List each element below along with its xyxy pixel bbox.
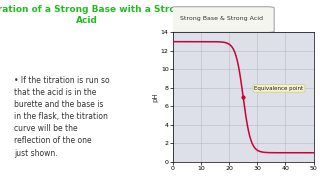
FancyBboxPatch shape	[169, 7, 274, 32]
Text: Titration of a Strong Base with a Strong
Acid: Titration of a Strong Base with a Strong…	[0, 5, 188, 25]
Y-axis label: pH: pH	[152, 92, 158, 102]
Text: Strong Base & Strong Acid: Strong Base & Strong Acid	[180, 16, 263, 21]
Text: • If the titration is run so
that the acid is in the
burette and the base is
in : • If the titration is run so that the ac…	[14, 76, 109, 158]
Text: Equivalence point: Equivalence point	[254, 86, 304, 91]
